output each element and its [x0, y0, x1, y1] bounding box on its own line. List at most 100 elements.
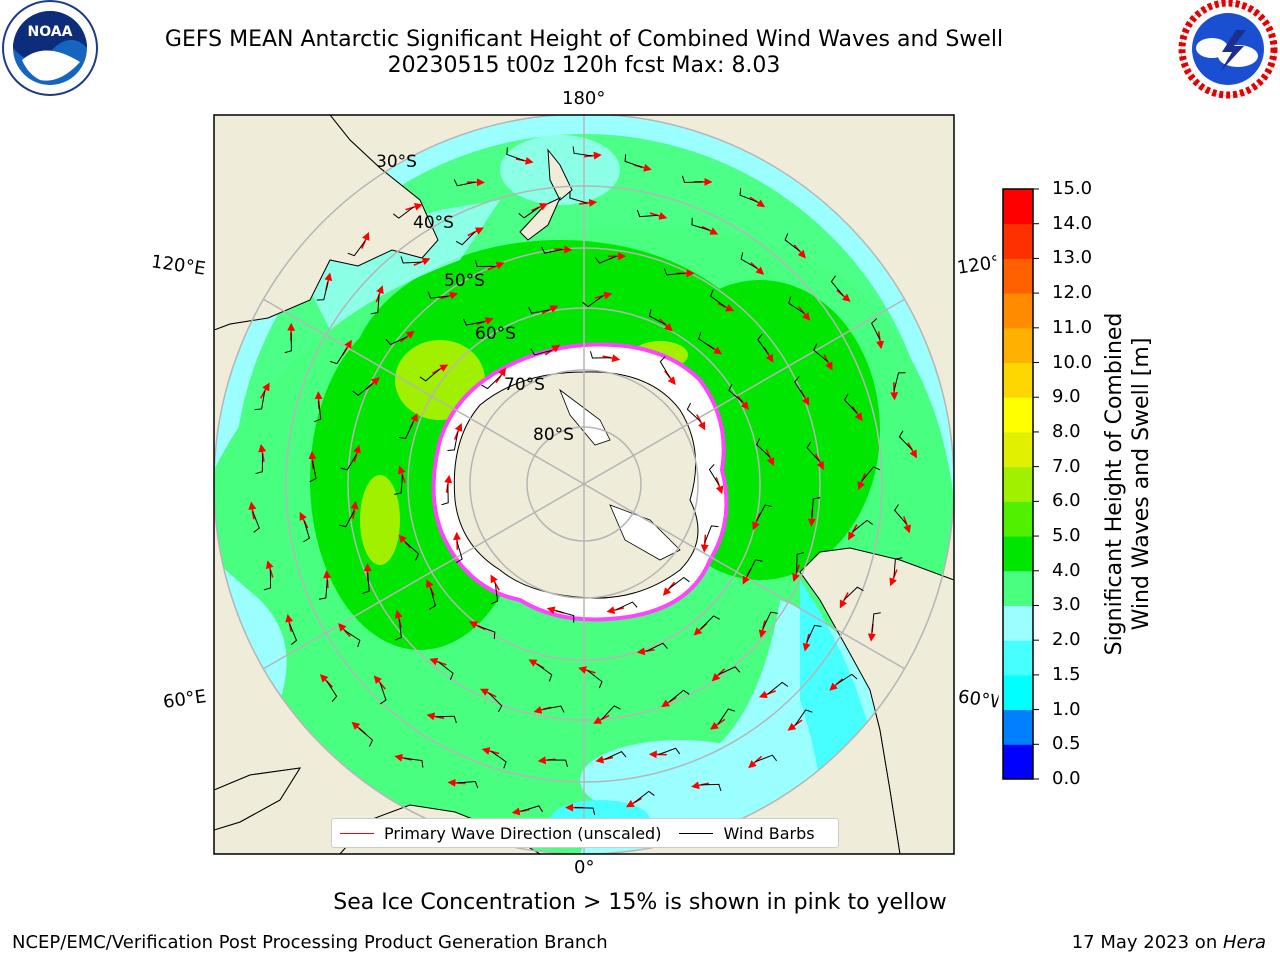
colorbar-segment [1003, 397, 1033, 433]
wind-barb [309, 460, 317, 483]
colorbar-segment [1003, 223, 1033, 259]
wind-barb [419, 368, 440, 382]
wind-barb [830, 275, 844, 296]
colorbar-segment [1003, 466, 1033, 502]
wave-direction-arrow [750, 262, 765, 275]
wind-barb [453, 179, 476, 187]
colorbar-segment [1003, 189, 1033, 225]
map-frame [213, 114, 955, 855]
colorbar-segment [1003, 327, 1033, 364]
colorbar-tick-label: 4.0 [1052, 559, 1081, 581]
wind-barb [326, 680, 338, 702]
legend-barb-label: Wind Barbs [723, 823, 815, 843]
wind-barb [681, 175, 703, 183]
wind-barb [455, 231, 476, 246]
colorbar-segment [1003, 744, 1033, 780]
wave-direction-arrow [907, 442, 917, 459]
wind-barb [404, 757, 424, 768]
legend-wave-label: Primary Wave Direction (unscaled) [384, 823, 662, 843]
colorbar-segment [1003, 605, 1033, 641]
wind-barb [739, 188, 757, 203]
colorbar-frame [1002, 188, 1034, 780]
wind-barb [755, 438, 771, 458]
colorbar-tick-label: 14.0 [1052, 212, 1093, 234]
wind-barb [893, 557, 903, 578]
wave-direction-arrow [319, 674, 333, 688]
wave-direction-arrow [285, 614, 294, 632]
wind-barb [316, 282, 329, 301]
wind-barb [330, 348, 348, 365]
colorbar-tick-label: 3.0 [1052, 594, 1081, 616]
wind-barb [429, 588, 436, 610]
wind-barb [547, 759, 568, 767]
wind-barb [575, 807, 596, 816]
wave-direction-arrow [397, 465, 406, 483]
wind-barb [898, 430, 913, 451]
wind-barb [708, 464, 720, 486]
wind-barb [569, 191, 588, 204]
wind-barb [794, 376, 805, 398]
wave-direction-arrow [715, 477, 724, 495]
wave-direction-arrow [636, 647, 655, 656]
colorbar-segment [1003, 709, 1033, 745]
colorbar-segment [1003, 674, 1033, 711]
wind-barb [755, 754, 777, 763]
wind-barb [385, 336, 407, 346]
wave-direction-arrow [578, 666, 596, 674]
wind-barb [572, 146, 592, 157]
wind-barb [556, 610, 575, 623]
wave-direction-arrow [373, 675, 386, 690]
wind-barb [757, 333, 769, 355]
wind-barb [394, 619, 402, 641]
wind-barb [441, 484, 449, 506]
wind-barb [481, 375, 501, 390]
wind-barb [861, 466, 881, 482]
wind-barb [392, 206, 414, 219]
lat-label-40s: 40°S [413, 213, 454, 233]
wind-barb [352, 383, 373, 396]
wind-barb [427, 291, 449, 299]
wind-barb [394, 474, 403, 495]
lat-label-50s: 50°S [444, 271, 485, 291]
wind-barb [871, 612, 881, 632]
wave-direction-arrow [717, 302, 735, 312]
colorbar-segment [1003, 362, 1033, 398]
wind-barb [658, 747, 681, 755]
wind-barb [438, 661, 454, 680]
wind-barb [436, 715, 457, 724]
wind-barb [795, 709, 813, 726]
wind-barb [462, 318, 485, 326]
lon-label-180: 180° [562, 88, 606, 109]
colorbar-segment [1003, 293, 1033, 329]
colorbar-segment [1003, 640, 1033, 676]
wave-direction-arrow [649, 212, 668, 220]
wind-barb [455, 541, 463, 564]
wind-barb [648, 309, 666, 325]
wind-barb-swatch [679, 832, 714, 834]
colorbar-segment [1003, 258, 1033, 294]
wind-barb [788, 296, 805, 314]
wind-barb [379, 682, 387, 705]
wind-barb [344, 630, 361, 648]
wave-direction-arrow [848, 524, 858, 541]
colorbar-tick-label: 2.0 [1052, 629, 1081, 651]
footer-credit: NCEP/EMC/Verification Post Processing Pr… [12, 932, 608, 953]
wave-direction-arrow [662, 581, 676, 596]
wind-barb [636, 209, 658, 218]
wind-barb [543, 705, 565, 713]
wind-barb [488, 692, 503, 713]
wind-barb [362, 573, 370, 594]
colorbar-tick-label: 1.0 [1052, 698, 1081, 720]
wind-barb [398, 421, 414, 440]
wind-barb [457, 781, 479, 789]
colorbar-tick-label: 9.0 [1052, 386, 1081, 408]
wind-barb [740, 252, 757, 269]
colorbar-tick-label: 10.0 [1052, 351, 1093, 373]
wind-barb [284, 332, 292, 354]
wind-barb [843, 393, 858, 414]
wind-barb [784, 233, 800, 252]
wind-barb [370, 294, 380, 315]
lat-label-70s: 70°S [504, 375, 545, 395]
wind-barb [669, 576, 690, 589]
